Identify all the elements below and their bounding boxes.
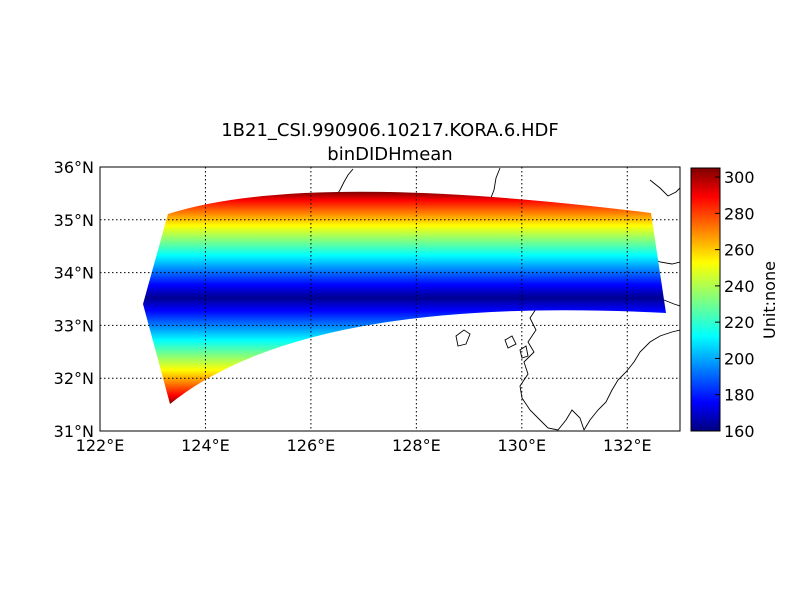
colorbar-ticks: 160 180 200 220 240 260 280 300 xyxy=(715,168,755,441)
lat-tick-label: 33°N xyxy=(54,316,94,335)
lon-tick-label: 132°E xyxy=(603,436,652,455)
lon-tick-label: 122°E xyxy=(76,436,125,455)
lat-tick-label: 32°N xyxy=(54,369,94,388)
latitude-axis: 31°N 32°N 33°N 34°N 35°N 36°N xyxy=(54,158,94,441)
lat-tick-label: 31°N xyxy=(54,422,94,441)
colorbar-tick-label: 200 xyxy=(724,349,755,368)
lat-tick-label: 35°N xyxy=(54,211,94,230)
colorbar-tick-label: 160 xyxy=(724,422,755,441)
colorbar-tick-label: 180 xyxy=(724,386,755,405)
colorbar xyxy=(690,167,721,432)
data-swath xyxy=(143,191,666,404)
island xyxy=(504,335,517,349)
colorbar-label: Unit:none xyxy=(760,261,779,339)
lon-tick-label: 124°E xyxy=(181,436,230,455)
lon-tick-label: 130°E xyxy=(497,436,546,455)
colorbar-tick-label: 260 xyxy=(724,241,755,260)
colorbar-tick-label: 220 xyxy=(724,313,755,332)
lon-tick-label: 126°E xyxy=(287,436,336,455)
lat-tick-label: 34°N xyxy=(54,264,94,283)
lon-tick-label: 128°E xyxy=(392,436,441,455)
figure-subtitle: binDIDHmean xyxy=(327,144,453,165)
figure-title: 1B21_CSI.990906.10217.KORA.6.HDF xyxy=(221,120,559,141)
honshu-north-coast xyxy=(649,179,680,197)
island xyxy=(455,329,471,347)
lat-tick-label: 36°N xyxy=(54,158,94,177)
map-frame xyxy=(99,166,681,432)
colorbar-tick-label: 280 xyxy=(724,204,755,223)
colorbar-tick-label: 240 xyxy=(724,277,755,296)
longitude-axis: 122°E 124°E 126°E 128°E 130°E 132°E xyxy=(76,436,652,455)
colorbar-tick-label: 300 xyxy=(724,168,755,187)
